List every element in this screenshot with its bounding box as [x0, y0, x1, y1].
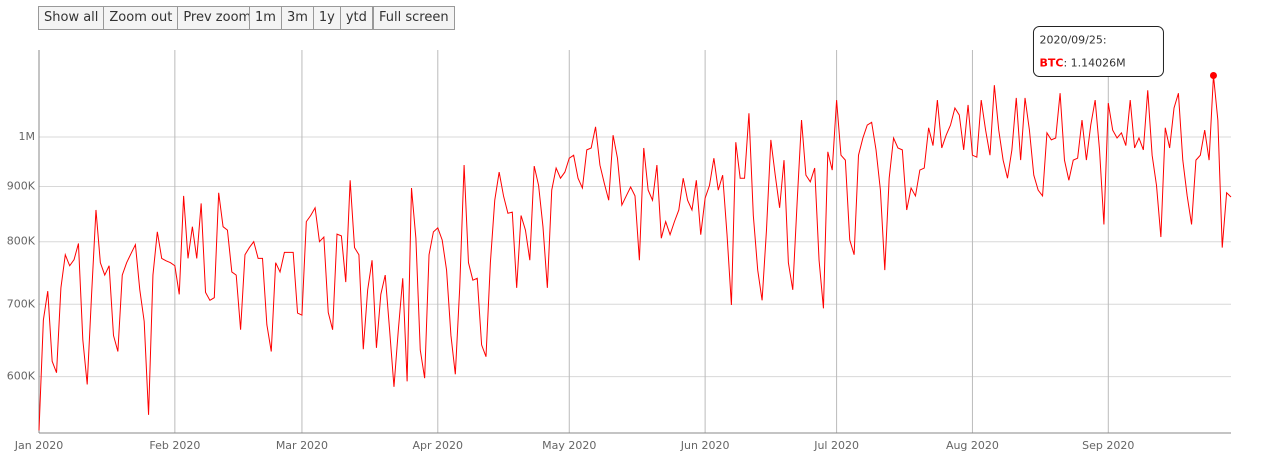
tooltip-series: BTC	[1039, 57, 1063, 70]
button[interactable]: Prev zoom	[177, 7, 256, 29]
button[interactable]: 3m	[280, 7, 313, 29]
tooltip-box	[1032, 26, 1164, 78]
button[interactable]: 1y	[312, 7, 340, 29]
tooltip-value: BTC: 1.14026M	[1039, 57, 1125, 70]
tooltip-title: 2020/09/25:	[1039, 34, 1106, 47]
y-tick-label: 1M	[19, 130, 36, 143]
button[interactable]: 1m	[255, 10, 276, 25]
y-tick-label: 700K	[7, 297, 36, 310]
range-group: 1m 3m 1y ytd	[249, 6, 373, 30]
x-tick-label: Apr 2020	[413, 439, 464, 452]
y-tick-label: 600K	[7, 370, 36, 383]
button[interactable]: Zoom out	[103, 7, 177, 29]
y-tick-label: 900K	[7, 179, 36, 192]
x-tick-label: Jun 2020	[680, 439, 730, 452]
x-tick-label: Jan 2020	[14, 439, 63, 452]
x-tick-label: May 2020	[542, 439, 596, 452]
button[interactable]: ytd	[339, 7, 372, 29]
zoom-group: Show all Zoom out Prev zoom	[38, 6, 258, 30]
x-tick-label: Mar 2020	[276, 439, 328, 452]
series-line	[38, 75, 1232, 431]
hover-point	[1209, 72, 1217, 80]
tooltip-separator: :	[1063, 57, 1070, 70]
x-tick-label: Jul 2020	[813, 439, 859, 452]
button[interactable]: Full screen	[379, 10, 449, 25]
x-tick-label: Aug 2020	[946, 439, 999, 452]
tooltip-number: 1.14026M	[1071, 57, 1126, 70]
y-tick-label: 800K	[7, 235, 36, 248]
x-tick-label: Feb 2020	[149, 439, 200, 452]
screen-group: Full screen	[373, 6, 455, 30]
button[interactable]: Show all	[44, 10, 99, 25]
x-tick-label: Sep 2020	[1082, 439, 1134, 452]
